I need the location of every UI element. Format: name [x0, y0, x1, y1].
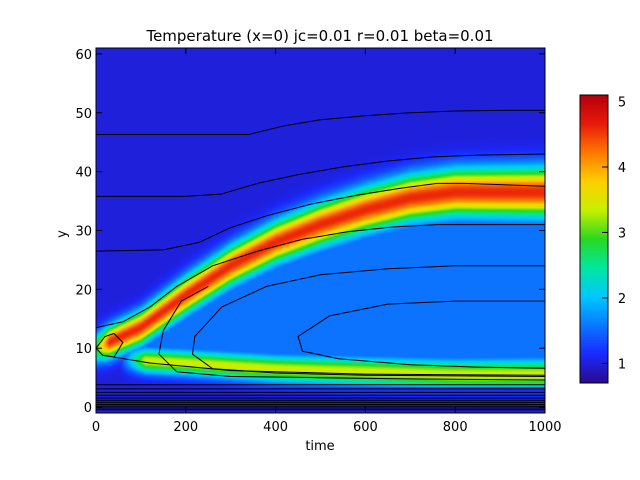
axis-ticks: 0 200 400 600 800 1000 0 10 20 30 40 50 60 — [75, 48, 561, 435]
y-tick-label-60: 60 — [75, 48, 92, 63]
colorbar-gradient — [580, 95, 608, 383]
contour-line-3 — [95, 224, 545, 329]
x-tick-label-0: 0 — [92, 420, 100, 435]
colorbar: 1 2 3 4 5 — [579, 94, 626, 384]
y-tick-label-10: 10 — [75, 342, 92, 357]
colorbar-tick-label-1: 1 — [618, 357, 626, 372]
x-tick-label-400: 400 — [263, 420, 288, 435]
x-tick-label-600: 600 — [353, 420, 378, 435]
contour-lines — [95, 109, 546, 411]
x-axis-label: time — [305, 439, 334, 454]
chart-title: Temperature (x=0) jc=0.01 r=0.01 beta=0.… — [145, 27, 493, 45]
contour-line-0 — [96, 109, 545, 135]
contour-line-8 — [113, 356, 546, 376]
y-tick-label-30: 30 — [75, 225, 92, 240]
y-tick-label-0: 0 — [84, 401, 92, 416]
heatmap-field-container — [96, 48, 545, 413]
x-tick-label-1000: 1000 — [528, 420, 561, 435]
y-tick-label-50: 50 — [75, 107, 92, 122]
y-tick-label-40: 40 — [75, 166, 92, 181]
contour-line-4 — [158, 285, 546, 381]
y-axis-label: y — [55, 230, 70, 238]
contour-line-6 — [297, 300, 546, 369]
heatmap-field — [96, 48, 545, 413]
colorbar-tick-label-3: 3 — [618, 226, 626, 241]
contour-line-2 — [95, 182, 546, 252]
contour-line-5 — [191, 265, 546, 377]
contour-line-1 — [96, 153, 546, 197]
colorbar-tick-label-5: 5 — [618, 96, 626, 111]
x-tick-label-200: 200 — [173, 420, 198, 435]
colorbar-tick-label-2: 2 — [618, 292, 626, 307]
plot-area — [95, 47, 546, 414]
colorbar-gradient-container — [580, 95, 608, 383]
y-tick-label-20: 20 — [75, 283, 92, 298]
x-tick-label-800: 800 — [443, 420, 468, 435]
contour-line-7 — [95, 332, 124, 358]
colorbar-tick-label-4: 4 — [618, 161, 626, 176]
colorbar-frame — [579, 94, 609, 384]
colorbar-ticks: 1 2 3 4 5 — [602, 96, 626, 372]
